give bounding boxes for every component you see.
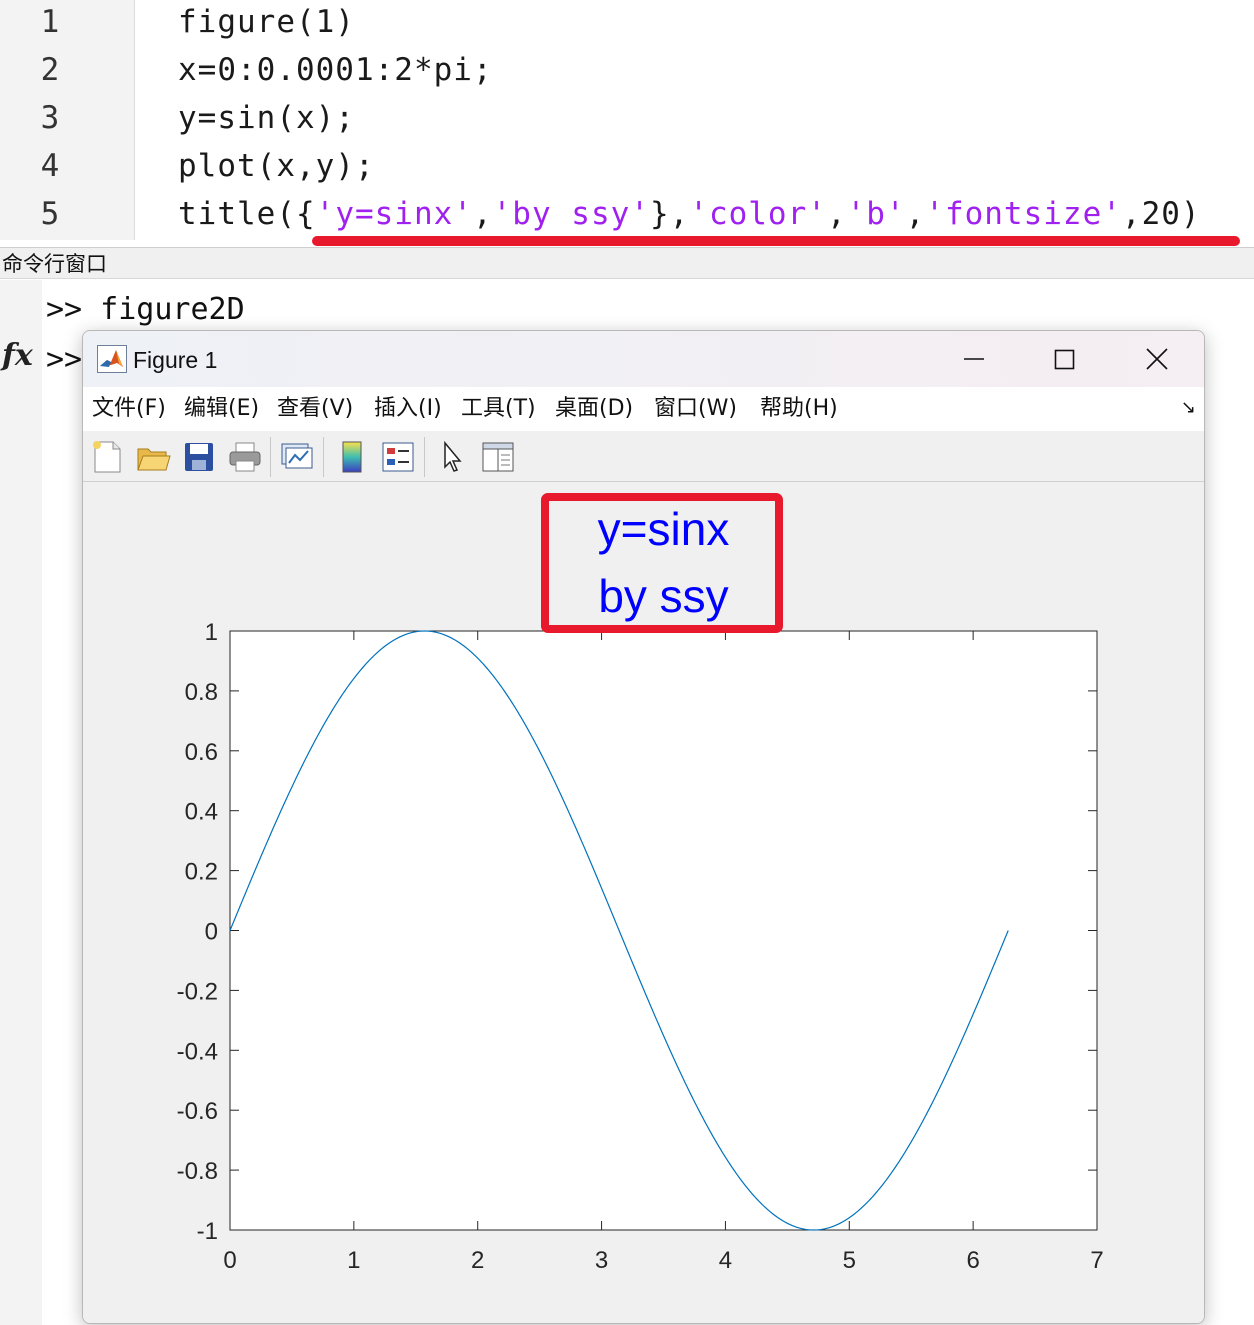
code-token: ,20) xyxy=(1121,196,1201,232)
y-tick-label: -1 xyxy=(197,1218,218,1245)
string-literal: 'by ssy' xyxy=(492,196,650,232)
chart-title-line-1: y=sinx xyxy=(598,503,730,555)
menu-edit[interactable]: 编辑(E) xyxy=(184,396,260,421)
save-icon[interactable] xyxy=(181,439,217,475)
code-line[interactable]: 3 y=sin(x); xyxy=(0,96,1254,144)
figure-menubar: 文件(F) 编辑(E) 查看(V) 插入(I) 工具(T) 桌面(D) 窗口(W… xyxy=(83,387,1204,432)
code-editor[interactable]: 1 figure(1) 2 x=0:0.0001:2*pi; 3 y=sin(x); 4 pl… xyxy=(0,0,1254,246)
code-text[interactable]: title({'y=sinx','by ssy'},'color','b','f… xyxy=(178,192,1201,236)
line-number: 3 xyxy=(40,100,60,136)
figure-titlebar[interactable]: Figure 1 xyxy=(83,331,1204,387)
x-tick-label: 0 xyxy=(223,1247,236,1274)
colorbar-icon[interactable] xyxy=(334,439,370,475)
menu-desktop[interactable]: 桌面(D) xyxy=(555,396,634,421)
menu-help[interactable]: 帮助(H) xyxy=(760,396,838,421)
close-button[interactable] xyxy=(1112,331,1204,387)
toolbar-separator xyxy=(270,437,271,477)
figure-title: Figure 1 xyxy=(133,347,218,373)
menu-window[interactable]: 窗口(W) xyxy=(654,396,737,421)
y-tick-label: 0.6 xyxy=(185,739,218,766)
line-number: 4 xyxy=(40,148,60,184)
code-line[interactable]: 4 plot(x,y); xyxy=(0,144,1254,192)
line-number-gutter xyxy=(0,0,135,240)
x-tick-label: 2 xyxy=(471,1247,484,1274)
figure-toolbar xyxy=(83,431,1204,482)
matlab-logo-icon xyxy=(97,345,127,373)
figure-window[interactable]: Figure 1 文件(F) 编辑(E) 查看(V) 插入(I) 工具(T) 桌… xyxy=(82,330,1205,1324)
code-token: x=0:0.0001:2*pi; xyxy=(178,52,493,88)
new-figure-icon[interactable] xyxy=(89,439,125,475)
string-literal: 'color' xyxy=(689,196,827,232)
x-tick-label: 1 xyxy=(347,1247,360,1274)
menu-insert[interactable]: 插入(I) xyxy=(374,396,442,421)
code-token: , xyxy=(905,196,926,232)
code-line[interactable]: 2 x=0:0.0001:2*pi; xyxy=(0,48,1254,96)
y-tick-label: 0.2 xyxy=(185,859,218,886)
code-text[interactable]: x=0:0.0001:2*pi; xyxy=(178,48,493,92)
y-tick-label: -0.6 xyxy=(177,1098,218,1125)
maximize-icon xyxy=(1054,349,1075,370)
minimize-button[interactable] xyxy=(928,331,1020,387)
string-literal: 'y=sinx' xyxy=(315,196,473,232)
sine-chart[interactable]: 0 1 2 3 4 5 6 7 1 0.8 0.6 0.4 0.2 0 -0.2 -0.4 -0.6 -0.8 -1… xyxy=(83,482,1204,1323)
y-tick-label: 0 xyxy=(205,919,218,946)
link-plot-icon[interactable] xyxy=(278,439,314,475)
code-token: y=sin(x); xyxy=(178,100,355,136)
command-window-header: 命令行窗口 xyxy=(0,247,1254,279)
function-browser-icon[interactable]: fx xyxy=(2,338,33,373)
string-literal: 'b' xyxy=(846,196,906,232)
line-number: 1 xyxy=(40,4,60,40)
x-tick-label: 4 xyxy=(719,1247,732,1274)
dock-figure-icon[interactable]: ↘ xyxy=(1180,397,1196,418)
plot-area[interactable]: 0 1 2 3 4 5 6 7 1 0.8 0.6 0.4 0.2 0 -0.2 -0.4 -0.6 -0.8 -1… xyxy=(83,482,1204,1323)
y-tick-label: -0.2 xyxy=(177,978,218,1005)
maximize-button[interactable] xyxy=(1020,331,1112,387)
code-token: figure(1) xyxy=(178,4,355,40)
code-line[interactable]: 5 title({'y=sinx','by ssy'},'color','b','… xyxy=(0,192,1254,240)
legend-icon[interactable] xyxy=(380,439,416,475)
menu-tools[interactable]: 工具(T) xyxy=(461,396,536,421)
annotation-underline xyxy=(312,236,1240,246)
code-token: }, xyxy=(649,196,690,232)
x-tick-label: 7 xyxy=(1090,1247,1103,1274)
command-prompt[interactable]: >> xyxy=(46,342,83,377)
code-token: title({ xyxy=(178,196,316,232)
minimize-icon xyxy=(964,358,984,360)
open-file-icon[interactable] xyxy=(135,439,171,475)
menu-file[interactable]: 文件(F) xyxy=(92,396,166,421)
menu-view[interactable]: 查看(V) xyxy=(277,396,354,421)
code-token: plot(x,y); xyxy=(178,148,375,184)
annotation-highlight-box xyxy=(541,493,783,633)
command-window-gutter xyxy=(0,280,42,1325)
property-inspector-icon[interactable] xyxy=(480,439,516,475)
line-number: 2 xyxy=(40,52,60,88)
line-number: 5 xyxy=(40,196,60,232)
x-tick-label: 6 xyxy=(966,1247,979,1274)
y-tick-label: 0.4 xyxy=(185,799,218,826)
y-tick-label: -0.8 xyxy=(177,1158,218,1185)
x-tick-label: 5 xyxy=(843,1247,856,1274)
command-history-line: >> figure2D xyxy=(46,292,245,327)
y-tick-label: 0.8 xyxy=(185,679,218,706)
code-text[interactable]: plot(x,y); xyxy=(178,144,375,188)
code-text[interactable]: figure(1) xyxy=(178,0,355,44)
y-tick-label: -0.4 xyxy=(177,1038,218,1065)
code-text[interactable]: y=sin(x); xyxy=(178,96,355,140)
axes-box xyxy=(229,630,1098,1231)
close-icon xyxy=(1146,348,1168,370)
sine-series-line xyxy=(229,630,1009,1231)
toolbar-separator xyxy=(424,437,425,477)
print-icon[interactable] xyxy=(227,439,263,475)
code-token: , xyxy=(472,196,493,232)
toolbar-separator xyxy=(323,437,324,477)
chart-title-line-2: by ssy xyxy=(598,570,728,622)
pointer-icon[interactable] xyxy=(435,439,471,475)
string-literal: 'fontsize' xyxy=(925,196,1122,232)
code-line[interactable]: 1 figure(1) xyxy=(0,0,1254,48)
code-token: , xyxy=(826,196,847,232)
x-tick-label: 3 xyxy=(595,1247,608,1274)
y-tick-label: 1 xyxy=(205,619,218,646)
